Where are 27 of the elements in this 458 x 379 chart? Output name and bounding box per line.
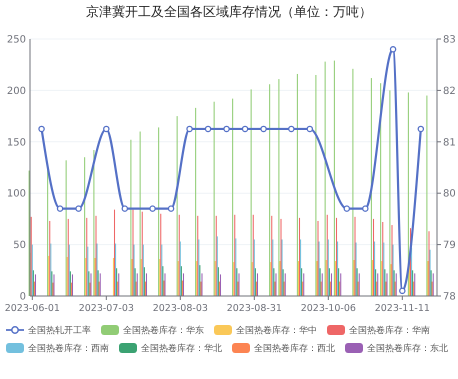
y2-tick-label: 81 — [443, 137, 456, 148]
legend-label: 全国热卷库存：西南 — [28, 343, 109, 354]
legend-label: 全国热卷库存：华北 — [141, 343, 222, 354]
y2-tick-label: 79 — [443, 240, 456, 252]
y-tick-label: 200 — [6, 86, 26, 97]
x-tick-label: 2023-08-03 — [152, 303, 208, 314]
x-tick-label: 2023-08-31 — [226, 303, 282, 314]
x-tick-label: 2023-06-01 — [4, 303, 60, 314]
chart-title: 京津冀开工及全国各区域库存情况（单位：万吨） — [86, 5, 372, 20]
legend-label: 全国热卷库存：华中 — [236, 325, 317, 336]
y-tick-label: 0 — [20, 292, 26, 302]
x-tick-label: 2023-11-11 — [374, 303, 430, 314]
y-tick-label: 250 — [6, 34, 26, 46]
x-tick-label: 2023-10-06 — [300, 303, 356, 314]
y-tick-label: 100 — [6, 188, 26, 200]
legend-label: 全国热卷库存：华东 — [123, 325, 204, 336]
y-tick-label: 150 — [6, 137, 26, 148]
y2-tick-label: 83 — [443, 34, 456, 46]
y-tick-label: 50 — [13, 240, 26, 252]
x-tick-label: 2023-07-03 — [78, 303, 134, 314]
legend-label: 全国热卷库存：西北 — [254, 343, 335, 354]
y2-tick-label: 82 — [443, 86, 456, 97]
y2-tick-label: 80 — [443, 188, 456, 200]
legend-label: 全国热卷库存：东北 — [367, 343, 448, 354]
legend-label: 全国热卷库存：华南 — [349, 325, 430, 336]
y2-tick-label: 78 — [443, 292, 456, 302]
legend-label: 全国热轧开工率 — [28, 325, 91, 336]
